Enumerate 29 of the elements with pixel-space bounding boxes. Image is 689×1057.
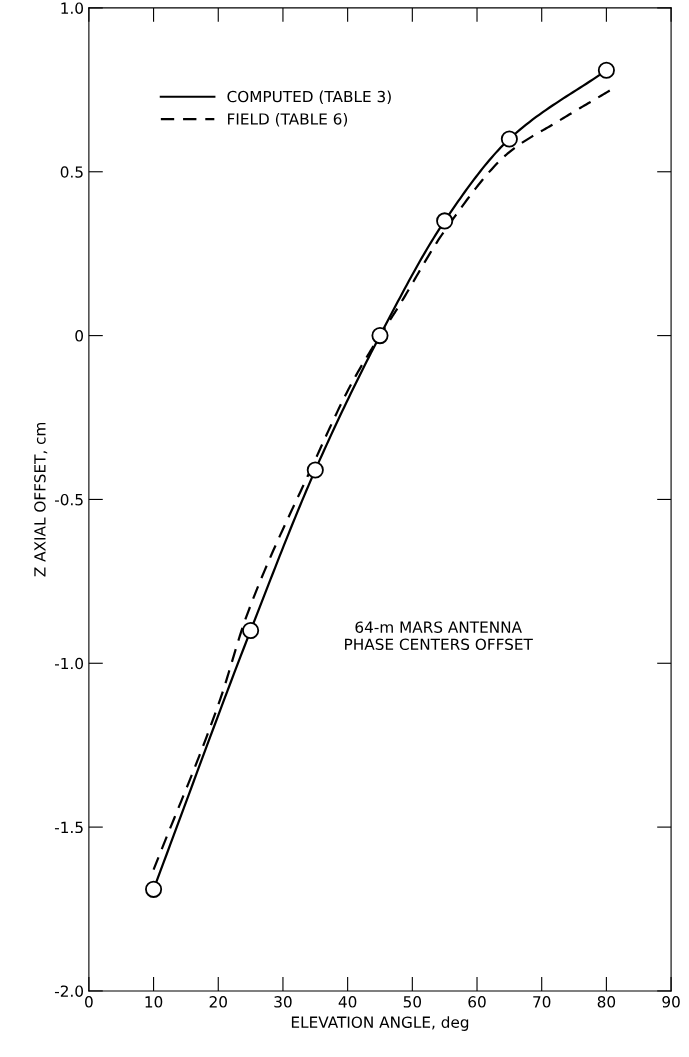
annotation: 64-m MARS ANTENNA PHASE CENTERS OFFSET bbox=[345, 621, 533, 651]
y-tick-label: 1.0 bbox=[61, 2, 84, 14]
point bbox=[145, 880, 163, 898]
point bbox=[436, 212, 454, 230]
point bbox=[306, 461, 324, 479]
point bbox=[500, 130, 518, 148]
legend-label: COMPUTED (TABLE 3) bbox=[227, 90, 391, 105]
y-axis-title: Z AXIAL OFFSET, cm bbox=[34, 422, 48, 577]
x-axis-title: ELEVATION ANGLE, deg bbox=[291, 1016, 469, 1031]
x-tick-label: 60 bbox=[468, 996, 486, 1008]
x-tick-label: 50 bbox=[403, 996, 422, 1008]
x-tick-label: 70 bbox=[533, 996, 551, 1008]
y-tick-label: 0 bbox=[75, 330, 84, 342]
x-tick-label: 80 bbox=[597, 996, 616, 1008]
x-tick-label: 90 bbox=[662, 996, 680, 1008]
x-tick-label: 40 bbox=[338, 996, 357, 1008]
point bbox=[371, 327, 389, 345]
x-tick-label: 30 bbox=[274, 996, 292, 1008]
y-tick-label: 0.5 bbox=[60, 166, 83, 178]
x-tick-label: 20 bbox=[209, 996, 227, 1008]
y-tick-label: -2.0 bbox=[54, 985, 84, 997]
point bbox=[597, 61, 615, 79]
y-tick-label: -1.5 bbox=[54, 821, 83, 834]
y-tick-label: -0.5 bbox=[54, 493, 83, 506]
legend-label: FIELD (TABLE 6) bbox=[228, 112, 348, 127]
x-tick-label: 10 bbox=[145, 996, 163, 1008]
y-tick-label: -1.0 bbox=[54, 657, 84, 670]
x-tick-label: 0 bbox=[85, 996, 93, 1008]
point bbox=[242, 621, 260, 640]
